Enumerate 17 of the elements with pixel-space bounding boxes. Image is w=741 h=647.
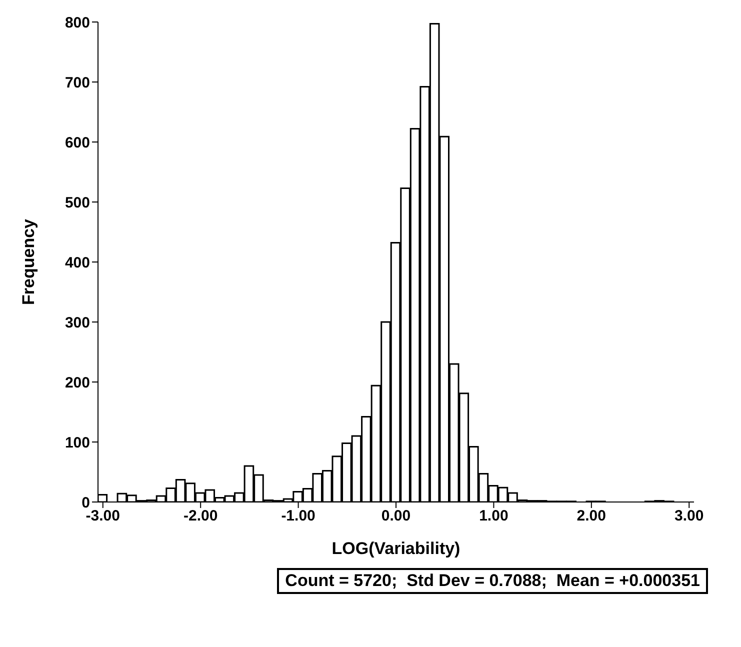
y-tick-label: 100 [64,434,90,452]
x-axis-title: LOG(Variability) [332,539,460,558]
y-tick-label: 200 [64,374,90,392]
x-tick-label: -2.00 [183,508,218,525]
text: Count = 5720; Std Dev = 0.7088; Mean = +0.000351 [277,568,708,594]
y-axis-title: Frequency [19,218,38,305]
y-tick-label: 500 [64,194,90,212]
x-tick-label: 0.00 [381,508,411,525]
y-tick-label: 600 [64,134,90,152]
y-tick-label: 700 [64,74,90,92]
x-tick-label: 3.00 [674,508,704,525]
y-tick-label: 800 [64,14,90,32]
x-tick-label: -1.00 [281,508,316,525]
x-tick-label: 1.00 [479,508,508,525]
y-tick-label: 400 [64,254,90,272]
x-tick-label: 2.00 [576,508,606,525]
y-tick-label: 300 [64,314,90,332]
